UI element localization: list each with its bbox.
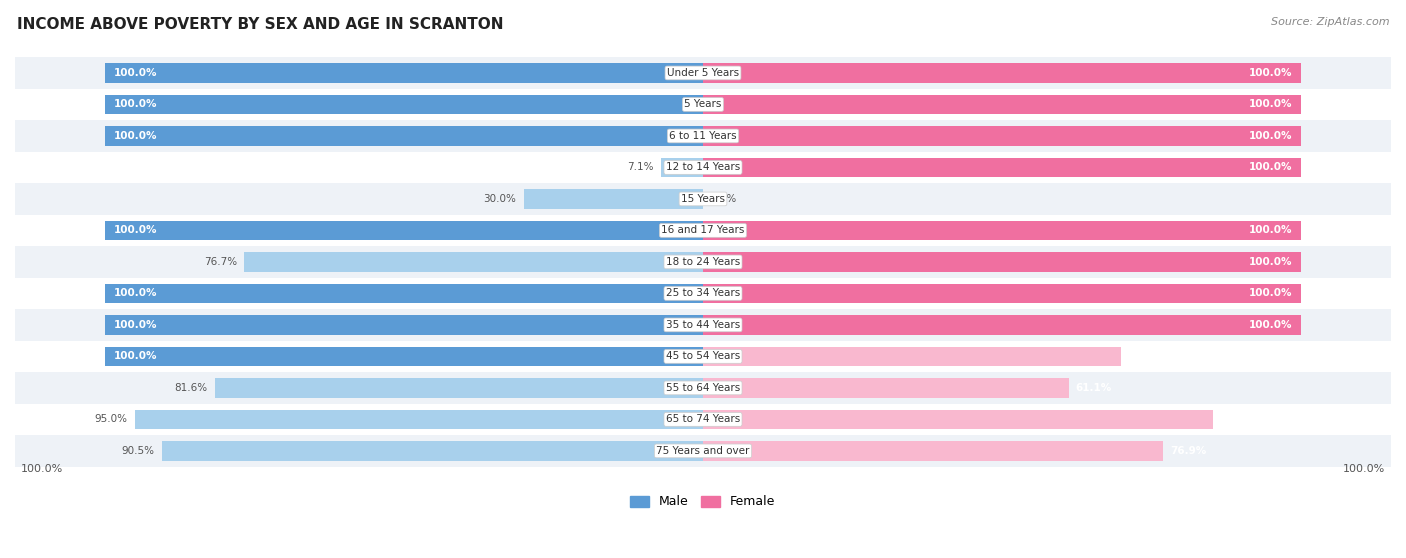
Bar <box>703 441 1163 461</box>
Text: 25 to 34 Years: 25 to 34 Years <box>666 288 740 299</box>
Text: 85.3%: 85.3% <box>1220 415 1257 425</box>
Text: 100.0%: 100.0% <box>114 225 157 235</box>
Text: 35 to 44 Years: 35 to 44 Years <box>666 320 740 330</box>
Text: 61.1%: 61.1% <box>1076 383 1112 393</box>
Text: 6 to 11 Years: 6 to 11 Years <box>669 131 737 141</box>
Text: 100.0%: 100.0% <box>114 68 157 78</box>
Text: 0.0%: 0.0% <box>710 194 737 204</box>
Bar <box>104 220 703 240</box>
Bar <box>703 283 1302 303</box>
Bar <box>215 378 703 398</box>
Bar <box>104 126 703 146</box>
Text: 100.0%: 100.0% <box>114 320 157 330</box>
Text: 100.0%: 100.0% <box>114 99 157 109</box>
Bar <box>703 410 1213 429</box>
Text: 18 to 24 Years: 18 to 24 Years <box>666 257 740 267</box>
Text: 100.0%: 100.0% <box>1249 320 1292 330</box>
Text: 69.8%: 69.8% <box>1128 352 1164 362</box>
Bar <box>523 189 703 209</box>
Text: 7.1%: 7.1% <box>627 162 654 172</box>
Bar <box>15 183 1391 215</box>
Bar <box>661 158 703 177</box>
Bar <box>15 120 1391 152</box>
Text: 15 Years: 15 Years <box>681 194 725 204</box>
Bar <box>15 246 1391 278</box>
Text: 95.0%: 95.0% <box>94 415 128 425</box>
Bar <box>162 441 703 461</box>
Text: 100.0%: 100.0% <box>1249 162 1292 172</box>
Bar <box>104 315 703 335</box>
Bar <box>15 403 1391 435</box>
Bar <box>15 152 1391 183</box>
Text: 65 to 74 Years: 65 to 74 Years <box>666 415 740 425</box>
Text: Under 5 Years: Under 5 Years <box>666 68 740 78</box>
Bar <box>15 215 1391 246</box>
Bar <box>15 278 1391 309</box>
Bar <box>104 283 703 303</box>
Text: 12 to 14 Years: 12 to 14 Years <box>666 162 740 172</box>
Bar <box>703 347 1121 366</box>
Text: 100.0%: 100.0% <box>1249 68 1292 78</box>
Bar <box>703 378 1069 398</box>
Text: 100.0%: 100.0% <box>1249 257 1292 267</box>
Text: 45 to 54 Years: 45 to 54 Years <box>666 352 740 362</box>
Text: Source: ZipAtlas.com: Source: ZipAtlas.com <box>1271 17 1389 27</box>
Bar <box>104 95 703 114</box>
Text: 5 Years: 5 Years <box>685 99 721 109</box>
Text: 100.0%: 100.0% <box>114 288 157 299</box>
Bar <box>703 126 1302 146</box>
Text: 100.0%: 100.0% <box>1249 131 1292 141</box>
Bar <box>15 435 1391 466</box>
Bar <box>703 158 1302 177</box>
Bar <box>135 410 703 429</box>
Bar <box>15 341 1391 372</box>
Text: 90.5%: 90.5% <box>121 446 155 456</box>
Text: 55 to 64 Years: 55 to 64 Years <box>666 383 740 393</box>
Bar <box>15 309 1391 341</box>
Bar <box>104 347 703 366</box>
Bar <box>15 89 1391 120</box>
Text: 100.0%: 100.0% <box>1343 464 1385 474</box>
Bar <box>703 95 1302 114</box>
Text: 75 Years and over: 75 Years and over <box>657 446 749 456</box>
Text: 100.0%: 100.0% <box>114 352 157 362</box>
Text: 100.0%: 100.0% <box>1249 225 1292 235</box>
Text: 16 and 17 Years: 16 and 17 Years <box>661 225 745 235</box>
Text: INCOME ABOVE POVERTY BY SEX AND AGE IN SCRANTON: INCOME ABOVE POVERTY BY SEX AND AGE IN S… <box>17 17 503 32</box>
Text: 81.6%: 81.6% <box>174 383 208 393</box>
Bar <box>15 372 1391 403</box>
Bar <box>104 63 703 83</box>
Bar <box>245 252 703 272</box>
Bar <box>15 57 1391 89</box>
Legend: Male, Female: Male, Female <box>626 490 780 513</box>
Text: 76.7%: 76.7% <box>204 257 238 267</box>
Text: 100.0%: 100.0% <box>21 464 63 474</box>
Bar <box>703 63 1302 83</box>
Bar <box>703 252 1302 272</box>
Text: 100.0%: 100.0% <box>1249 288 1292 299</box>
Text: 100.0%: 100.0% <box>1249 99 1292 109</box>
Text: 30.0%: 30.0% <box>484 194 516 204</box>
Text: 76.9%: 76.9% <box>1170 446 1206 456</box>
Text: 100.0%: 100.0% <box>114 131 157 141</box>
Bar <box>703 220 1302 240</box>
Bar <box>703 315 1302 335</box>
